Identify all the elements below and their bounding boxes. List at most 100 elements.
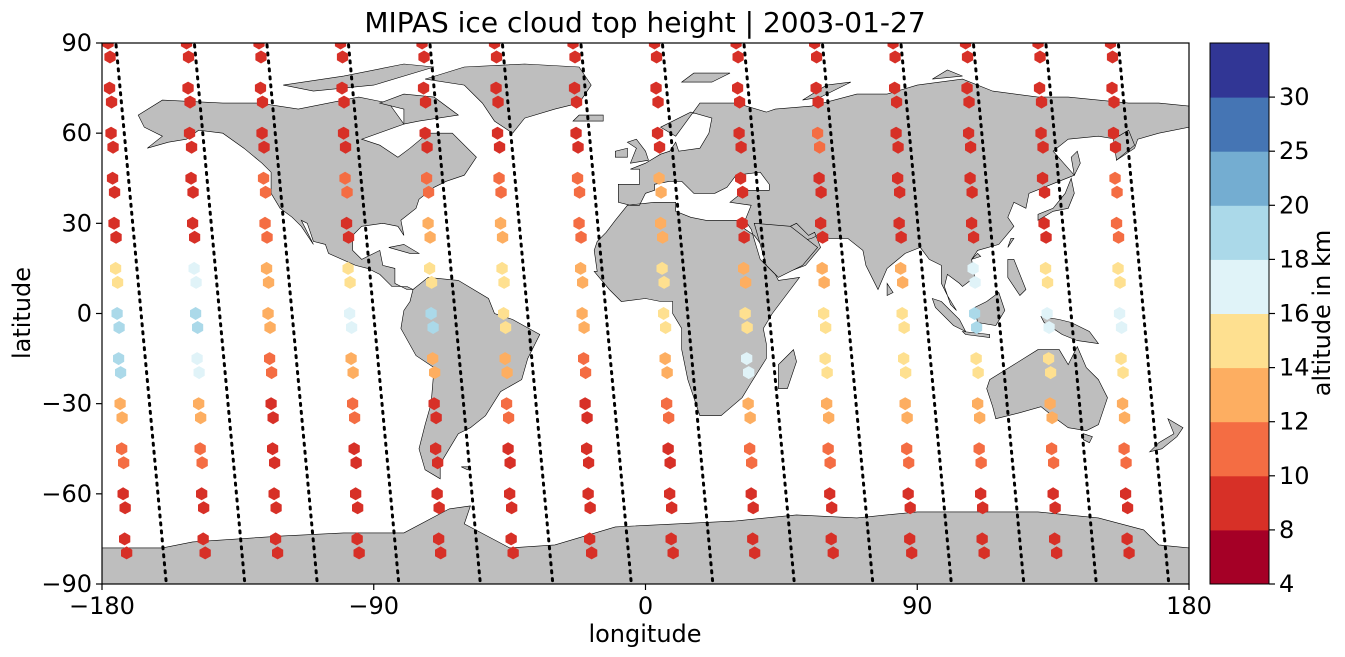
cloud-point <box>662 442 674 456</box>
cloud-point <box>972 397 984 411</box>
cloud-point <box>423 185 435 199</box>
cloud-point <box>1115 321 1128 334</box>
cloud-point <box>661 366 673 380</box>
cloud-point <box>898 352 910 366</box>
orbit-track <box>899 43 953 584</box>
cloud-point <box>904 501 916 515</box>
cloud-point <box>501 397 513 411</box>
cloud-point <box>1043 321 1055 334</box>
landmass-arctic-islands <box>283 63 435 92</box>
cloud-point <box>665 532 677 546</box>
cloud-point <box>190 307 202 320</box>
cloud-point <box>968 230 980 244</box>
cloud-point <box>189 230 201 244</box>
cloud-point <box>187 216 199 230</box>
cloud-point <box>488 43 501 50</box>
x-axis-ticks: −180 −90 0 90 180 <box>69 584 1212 620</box>
cloud-point <box>970 352 982 366</box>
cloud-point <box>978 546 990 560</box>
cloud-point <box>496 230 509 244</box>
cloud-point <box>188 261 200 275</box>
cloud-point <box>349 411 361 425</box>
landmass-australia <box>986 345 1108 432</box>
cloud-point <box>973 442 985 456</box>
orbit-track <box>501 43 555 584</box>
colorbar-tick-label: 25 <box>1279 137 1310 165</box>
cloud-point <box>581 411 593 425</box>
cloud-point <box>257 171 270 185</box>
cloud-point <box>435 546 447 560</box>
orbit-track <box>821 43 875 584</box>
cloud-point <box>889 50 901 64</box>
cloud-point <box>899 397 911 411</box>
landmass-japan <box>1037 177 1075 221</box>
cloud-point <box>1041 307 1053 320</box>
cloud-point <box>190 275 202 289</box>
cloud-point <box>112 275 124 289</box>
landmass-taiwan <box>1007 238 1015 248</box>
cloud-point <box>1046 411 1058 425</box>
cloud-point <box>660 321 672 334</box>
cloud-point <box>269 456 281 470</box>
colorbar-tick-label: 10 <box>1279 462 1310 490</box>
orbit-track <box>428 43 482 584</box>
cloud-point <box>106 171 119 185</box>
cloud-point <box>102 43 114 50</box>
cloud-point <box>812 95 824 109</box>
cloud-point <box>185 140 198 154</box>
cloud-point <box>966 185 978 199</box>
cloud-point <box>418 50 430 64</box>
cloud-point <box>972 366 984 380</box>
cloud-point <box>656 261 668 275</box>
cloud-point <box>1108 95 1120 109</box>
cloud-point <box>334 43 347 50</box>
cloud-point <box>652 95 664 109</box>
orbit-track <box>661 43 715 584</box>
cloud-point <box>268 487 280 501</box>
cloud-point <box>336 50 349 64</box>
cloud-point <box>568 81 581 95</box>
cloud-point <box>976 532 988 546</box>
cloud-point <box>494 216 507 230</box>
cloud-point <box>896 307 908 320</box>
cloud-point <box>427 352 439 366</box>
landmass-baffin-island <box>378 93 460 125</box>
cloud-point <box>113 352 125 366</box>
cloud-point <box>272 546 284 560</box>
cloud-point <box>425 307 437 320</box>
cloud-point <box>256 126 268 140</box>
cloud-point <box>493 171 505 185</box>
cloud-point <box>1104 43 1117 50</box>
cloud-point <box>963 95 975 109</box>
cloud-point <box>264 352 276 366</box>
cloud-point <box>352 501 364 515</box>
cloud-point <box>340 216 353 230</box>
cloud-point <box>892 171 904 185</box>
cloud-point <box>904 532 916 546</box>
cloud-point <box>431 487 443 501</box>
cloud-point <box>344 275 356 289</box>
cloud-point <box>571 171 584 185</box>
cloud-point <box>1113 307 1126 320</box>
cloud-point <box>262 275 275 289</box>
landmass-greenland <box>425 63 592 134</box>
cloud-point <box>347 397 359 411</box>
cloud-point <box>196 456 208 470</box>
landmass-uk <box>626 138 649 164</box>
cloud-point <box>260 261 273 275</box>
cloud-point <box>895 230 907 244</box>
cloud-point <box>969 275 981 289</box>
cloud-point <box>1039 261 1052 275</box>
landmass-philippines <box>1007 259 1027 296</box>
cloud-point <box>664 456 676 470</box>
cloud-point <box>428 397 440 411</box>
cloud-point <box>570 95 583 109</box>
cloud-point <box>258 140 270 154</box>
cloud-point <box>1115 352 1127 366</box>
cloud-point <box>199 546 211 560</box>
cloud-point <box>577 275 589 289</box>
cloud-point <box>809 43 821 50</box>
cloud-point <box>500 321 512 334</box>
cloud-point <box>810 81 822 95</box>
